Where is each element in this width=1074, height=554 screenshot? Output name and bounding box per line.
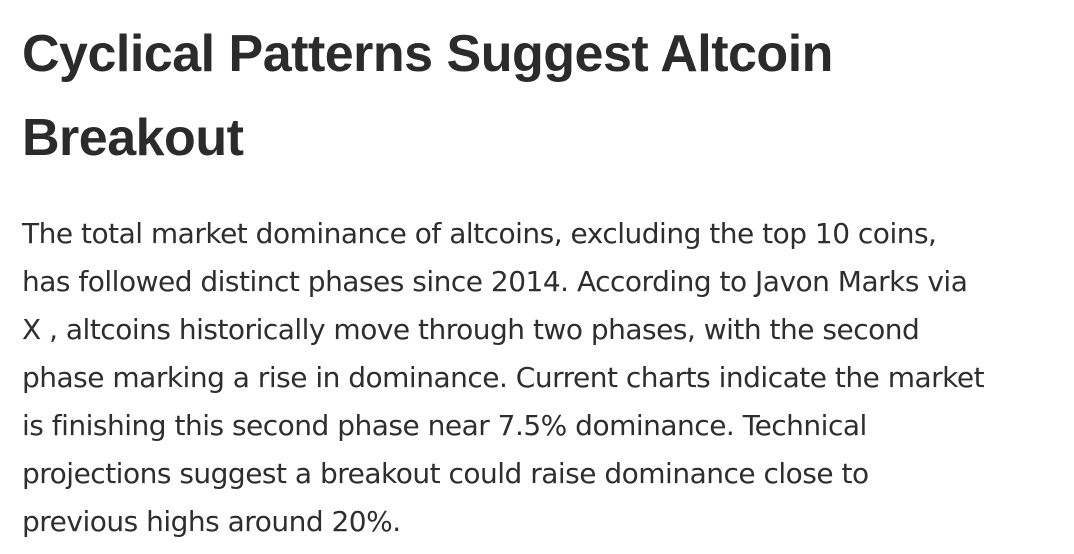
paragraph-line: has followed distinct phases since 2014.… <box>22 265 968 298</box>
article-headline: Cyclical Patterns Suggest Altcoin Breako… <box>22 0 1058 180</box>
paragraph-line: The total market dominance of altcoins, … <box>22 217 937 250</box>
headline-line: Breakout <box>22 109 244 167</box>
headline-line: Cyclical Patterns Suggest Altcoin <box>22 25 833 83</box>
paragraph-line: previous highs around 20%. <box>22 505 401 538</box>
paragraph-line: is finishing this second phase near 7.5%… <box>22 409 867 442</box>
paragraph-line: phase marking a rise in dominance. Curre… <box>22 361 985 394</box>
paragraph-line: projections suggest a breakout could rai… <box>22 457 869 490</box>
article-paragraph: The total market dominance of altcoins, … <box>22 210 1058 546</box>
article: Cyclical Patterns Suggest Altcoin Breako… <box>22 0 1058 538</box>
paragraph-line: X , altcoins historically move through t… <box>22 313 920 346</box>
